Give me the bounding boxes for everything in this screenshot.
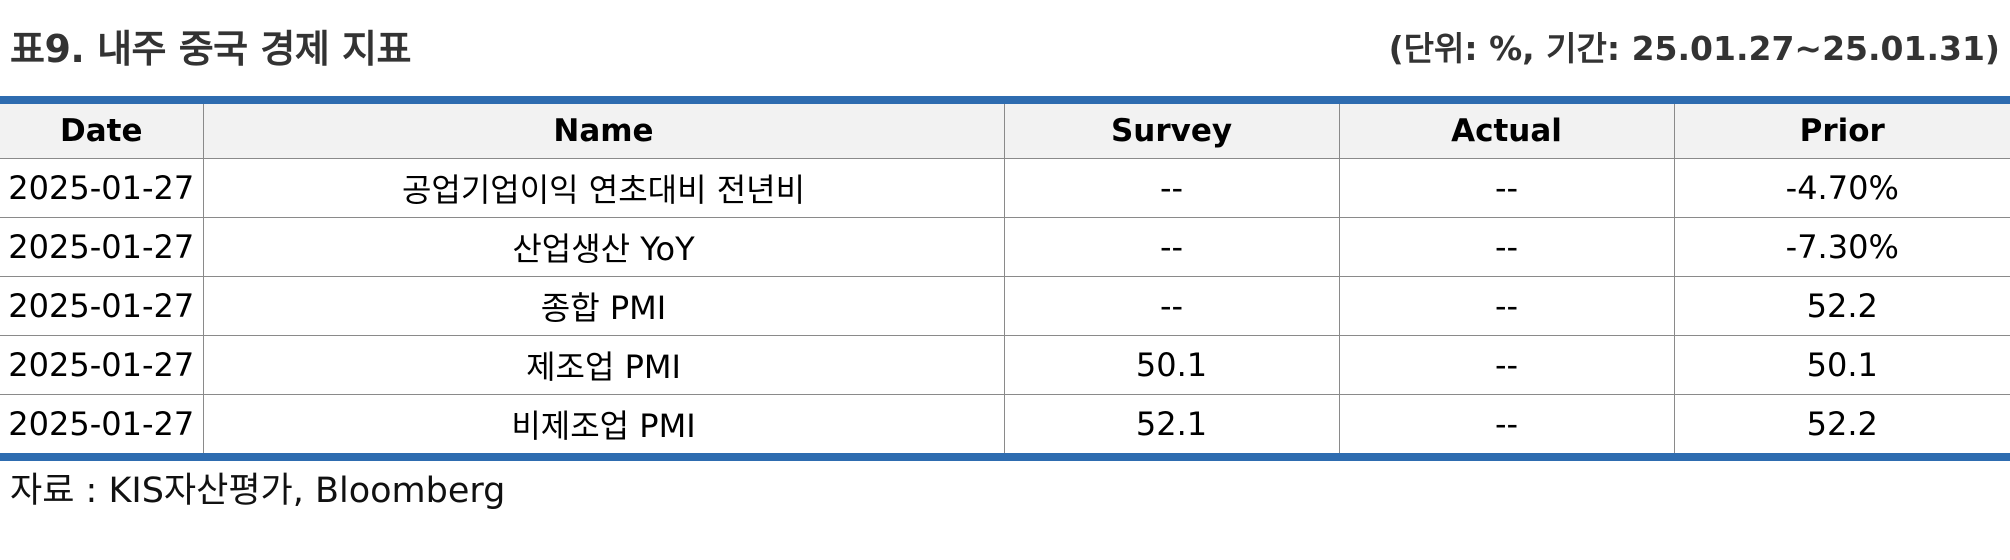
cell-actual: -- <box>1338 394 1675 453</box>
cell-prior: 52.2 <box>1673 394 2010 453</box>
cell-survey: -- <box>1003 276 1340 336</box>
cell-date: 2025-01-27 <box>0 394 204 453</box>
cell-actual: -- <box>1338 335 1675 395</box>
source-note: 자료 : KIS자산평가, Bloomberg <box>10 471 506 511</box>
column-header-name: Name <box>202 104 1005 159</box>
cell-date: 2025-01-27 <box>0 335 204 395</box>
cell-name: 비제조업 PMI <box>202 394 1005 453</box>
indicator-table: Date Name Survey Actual Prior 2025-01-27… <box>0 104 2010 453</box>
cell-actual: -- <box>1338 158 1675 218</box>
cell-name: 제조업 PMI <box>202 335 1005 395</box>
cell-date: 2025-01-27 <box>0 158 204 218</box>
cell-survey: -- <box>1003 217 1340 277</box>
cell-prior: 50.1 <box>1673 335 2010 395</box>
table-title: 표9. 내주 중국 경제 지표 <box>10 27 411 71</box>
cell-prior: -4.70% <box>1673 158 2010 218</box>
unit-note: (단위: %, 기간: 25.01.27~25.01.31) <box>1388 29 2000 68</box>
cell-survey: 50.1 <box>1003 335 1340 395</box>
table-row: 2025-01-27 비제조업 PMI 52.1 -- 52.2 <box>0 394 2010 453</box>
column-header-date: Date <box>0 104 204 159</box>
table-row: 2025-01-27 산업생산 YoY -- -- -7.30% <box>0 217 2010 277</box>
cell-date: 2025-01-27 <box>0 217 204 277</box>
cell-survey: 52.1 <box>1003 394 1340 453</box>
indicator-table-container: Date Name Survey Actual Prior 2025-01-27… <box>0 96 2010 461</box>
table-row: 2025-01-27 제조업 PMI 50.1 -- 50.1 <box>0 335 2010 395</box>
cell-name: 산업생산 YoY <box>202 217 1005 277</box>
cell-name: 종합 PMI <box>202 276 1005 336</box>
table-row: 2025-01-27 종합 PMI -- -- 52.2 <box>0 276 2010 336</box>
cell-actual: -- <box>1338 276 1675 336</box>
column-header-survey: Survey <box>1003 104 1340 159</box>
column-header-prior: Prior <box>1673 104 2010 159</box>
cell-actual: -- <box>1338 217 1675 277</box>
column-header-actual: Actual <box>1338 104 1675 159</box>
cell-survey: -- <box>1003 158 1340 218</box>
cell-name: 공업기업이익 연초대비 전년비 <box>202 158 1005 218</box>
cell-date: 2025-01-27 <box>0 276 204 336</box>
table-row: 2025-01-27 공업기업이익 연초대비 전년비 -- -- -4.70% <box>0 158 2010 218</box>
table-header-row: Date Name Survey Actual Prior <box>0 104 2010 159</box>
cell-prior: -7.30% <box>1673 217 2010 277</box>
cell-prior: 52.2 <box>1673 276 2010 336</box>
